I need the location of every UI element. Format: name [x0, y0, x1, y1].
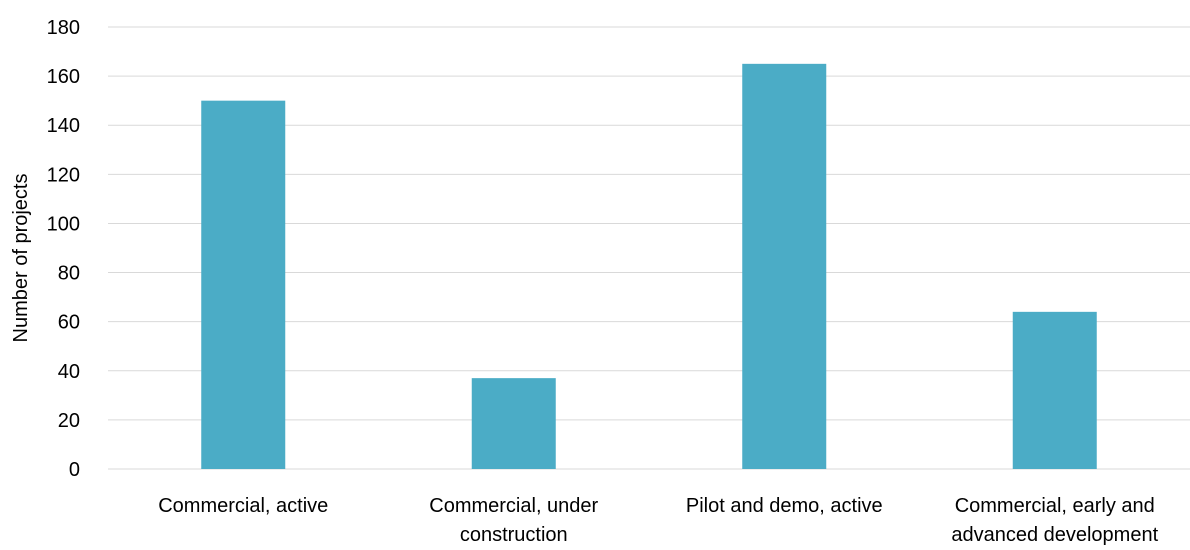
x-tick-label-line: Commercial, active [158, 495, 328, 517]
y-tick-label: 60 [58, 312, 80, 334]
x-tick-label-line: Commercial, early and [955, 495, 1155, 517]
x-tick-label-line: Pilot and demo, active [686, 495, 883, 517]
bar [742, 63, 827, 469]
y-tick-label: 140 [47, 115, 80, 137]
bar [201, 100, 286, 470]
x-axis-ticks: Commercial, active Commercial, under const… [158, 495, 1158, 546]
x-tick-label-line: Commercial, under [429, 495, 598, 517]
y-tick-label: 40 [58, 361, 80, 383]
y-tick-label: 80 [58, 263, 80, 285]
y-tick-label: 100 [47, 213, 80, 235]
y-tick-label: 160 [47, 66, 80, 88]
y-tick-label: 20 [58, 410, 80, 432]
y-axis-title: Number of projects [10, 174, 32, 343]
x-tick-label: Pilot and demo, active [686, 495, 883, 517]
y-tick-label: 120 [47, 164, 80, 186]
gridlines [108, 26, 1190, 470]
bars [201, 63, 1097, 470]
bar [1012, 311, 1097, 469]
y-tick-label: 0 [69, 459, 80, 481]
x-tick-label: Commercial, under construction [429, 495, 598, 546]
y-axis-ticks: 0 20 40 60 80 100 120 140 160 180 [47, 17, 80, 481]
x-tick-label: Commercial, early and advanced developmen… [951, 495, 1158, 546]
y-tick-label: 180 [47, 17, 80, 39]
x-tick-label-line: construction [460, 524, 568, 546]
bar [471, 378, 556, 469]
x-tick-label-line: advanced development [951, 524, 1158, 546]
x-tick-label: Commercial, active [158, 495, 328, 517]
